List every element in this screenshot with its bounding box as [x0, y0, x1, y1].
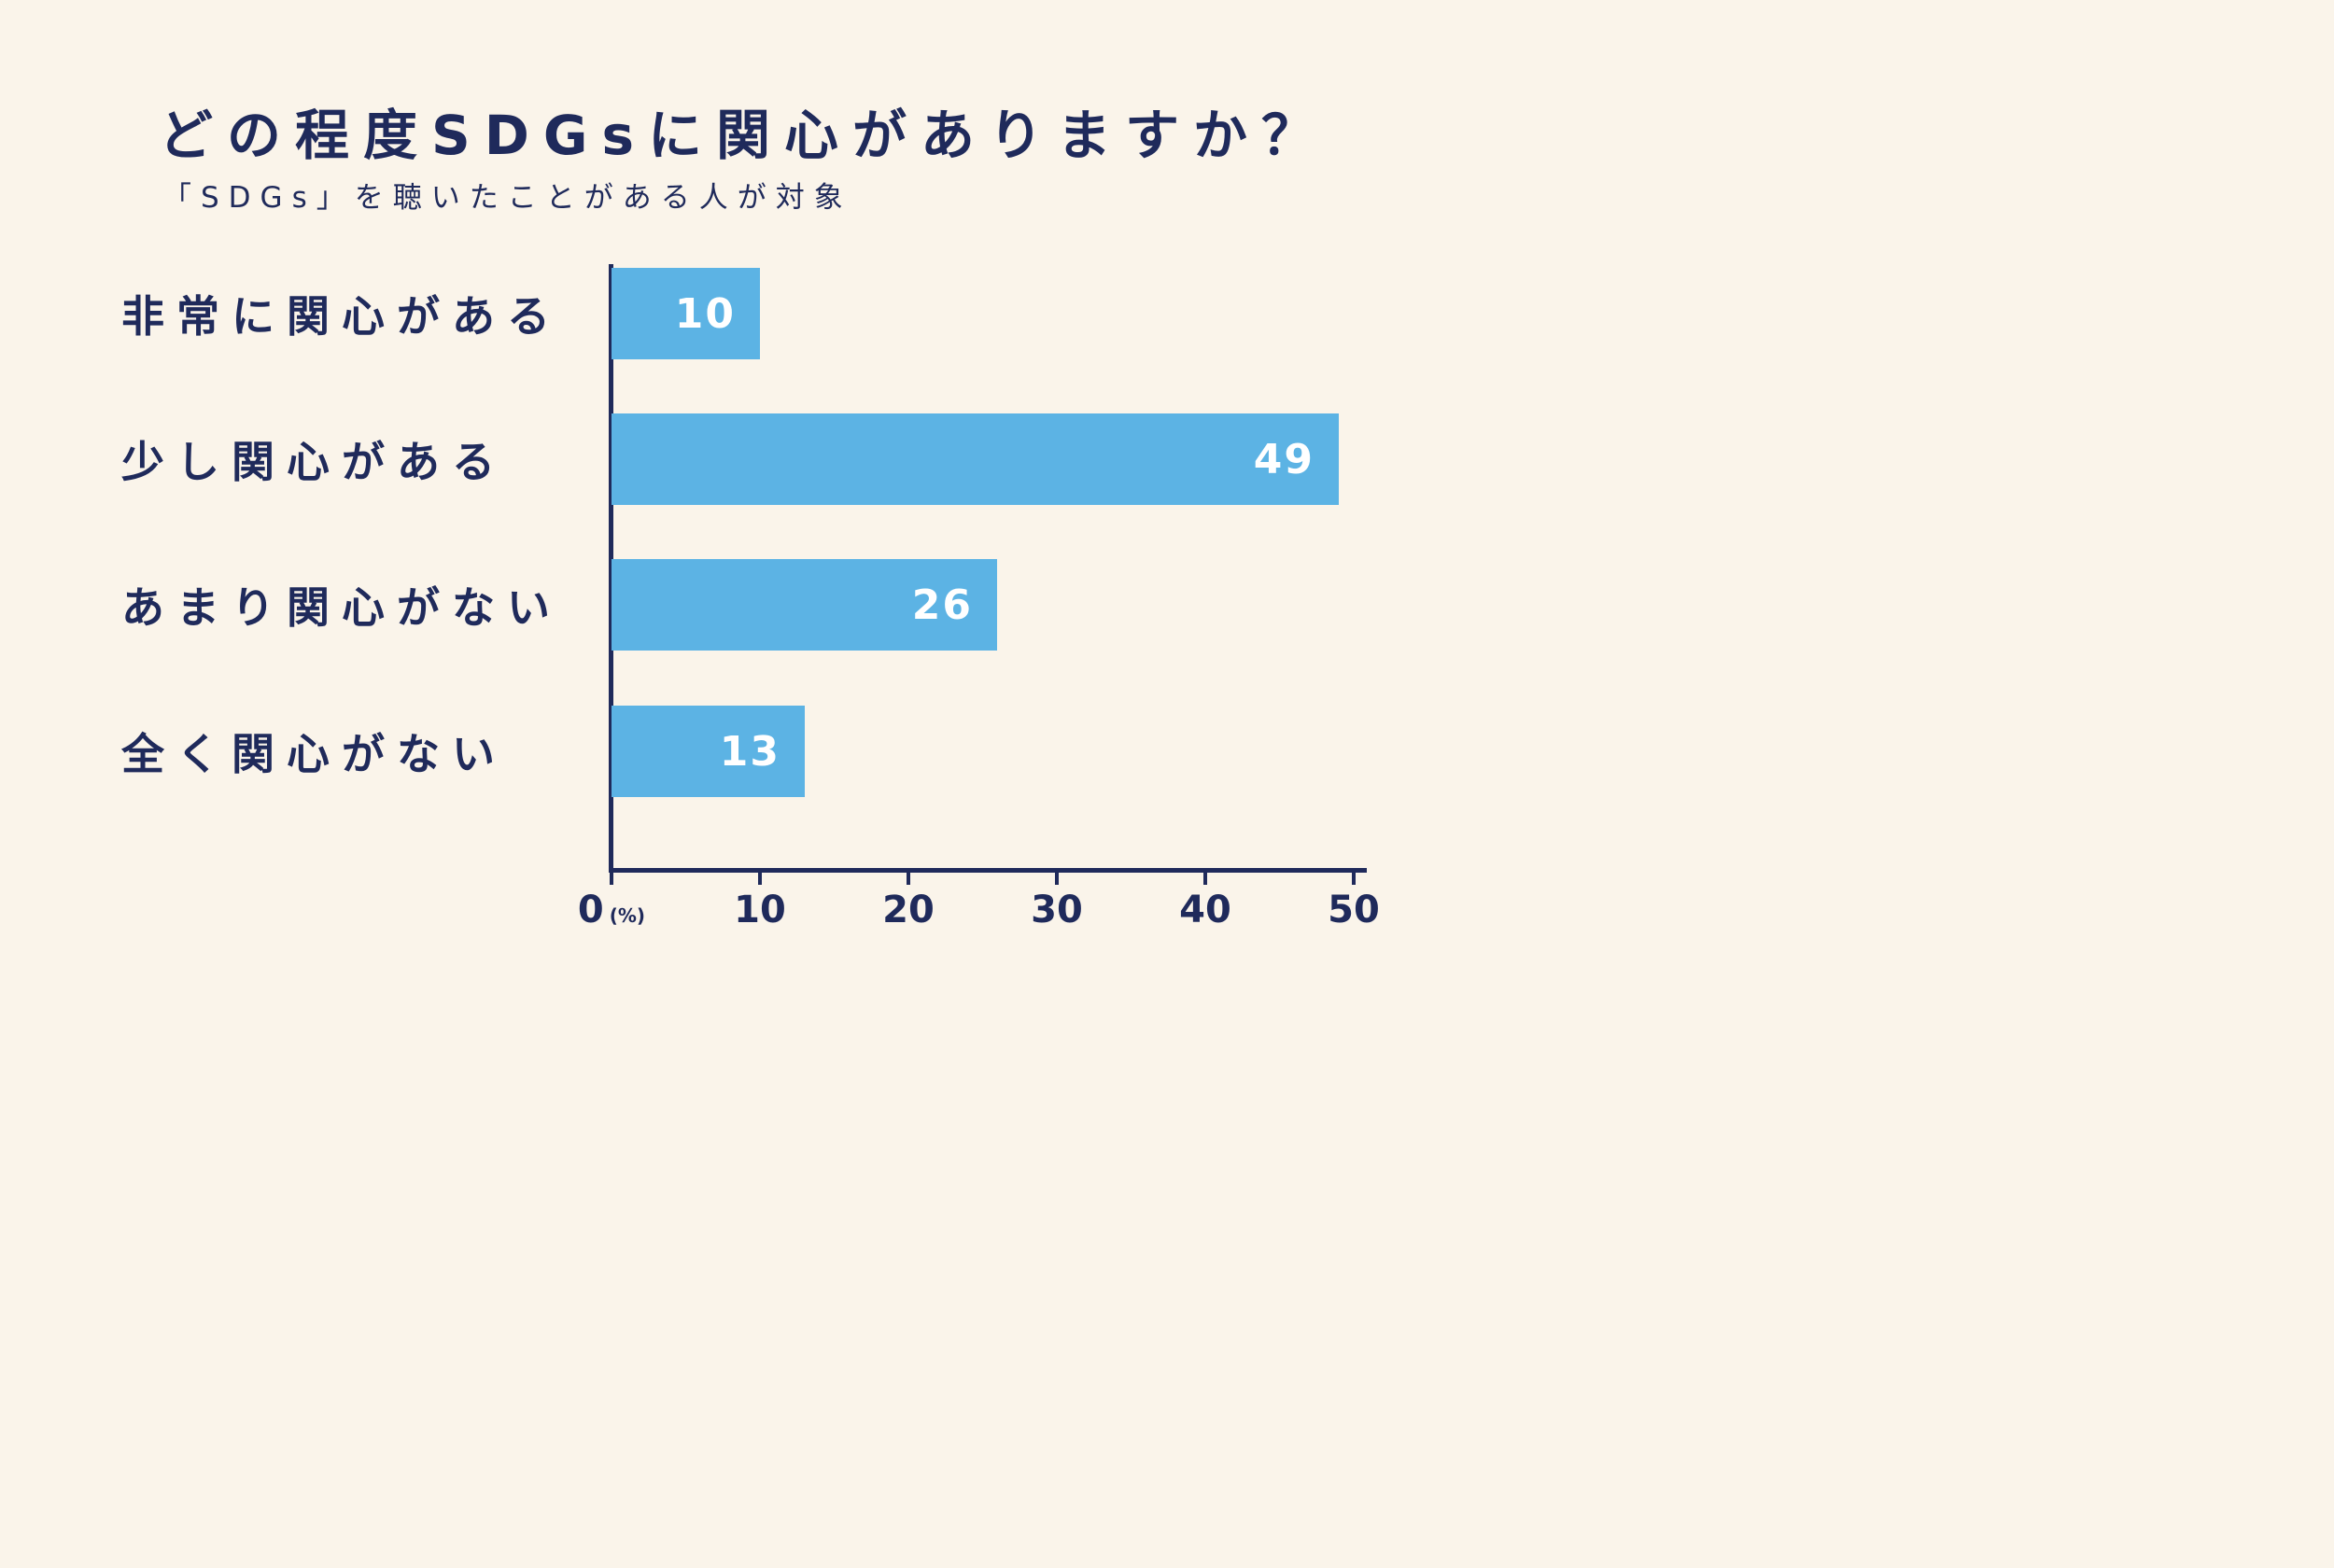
x-axis-tick-label: 10 [734, 889, 786, 931]
chart-subtitle: 「SDGs」を聴いたことがある人が対象 [162, 181, 852, 215]
bar-value-label: 13 [719, 727, 780, 776]
x-axis-tick-label: 50 [1328, 889, 1380, 931]
x-axis-tick-label: 40 [1179, 889, 1231, 931]
category-label: あまり関心がない [121, 582, 562, 633]
x-axis-line [609, 868, 1367, 873]
bar: 13 [612, 706, 805, 797]
bar: 26 [612, 559, 997, 651]
x-axis-tick-mark [1352, 873, 1356, 885]
category-label: 非常に関心がある [121, 291, 562, 342]
chart-title: どの程度SDGsに関心がありますか？ [159, 104, 1330, 167]
category-label: 少し関心がある [121, 437, 507, 487]
bar-value-label: 26 [911, 581, 973, 629]
x-axis-tick-mark [907, 873, 910, 885]
x-axis-tick-mark [1055, 873, 1059, 885]
bar: 10 [612, 268, 760, 359]
x-axis-tick-mark [1203, 873, 1207, 885]
bar: 49 [612, 413, 1339, 505]
bar-value-label: 49 [1253, 435, 1315, 483]
x-axis-tick-label: 0 (%) [577, 889, 646, 931]
y-axis-line [609, 264, 613, 873]
category-label: 全く関心がない [121, 729, 507, 779]
x-axis-tick-label: 30 [1031, 889, 1083, 931]
x-axis-tick-label: 20 [882, 889, 935, 931]
percent-unit-label: (%) [609, 904, 646, 927]
x-axis-tick-mark [758, 873, 762, 885]
x-axis-tick-mark [610, 873, 613, 885]
bar-value-label: 10 [674, 289, 736, 338]
